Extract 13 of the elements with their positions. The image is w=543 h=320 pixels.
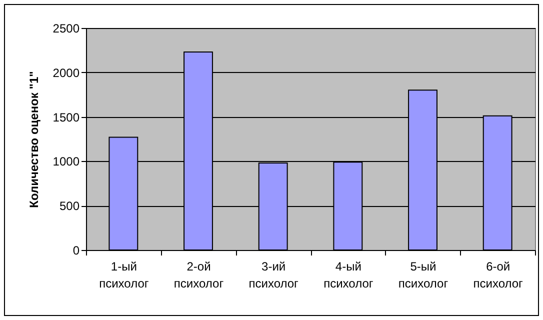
y-tick-label: 1500: [52, 110, 80, 124]
y-tick-label: 500: [59, 199, 80, 214]
x-tick-label: 5-ый психолог: [398, 260, 449, 290]
y-axis-title: Количество оценок "1": [26, 71, 41, 208]
y-tick-label: 0: [72, 244, 80, 258]
y-tick-label: 2000: [52, 66, 80, 80]
x-tick-label: 1-ый психолог: [99, 260, 150, 290]
x-tick-label: 3-ий психолог: [248, 260, 300, 290]
y-tick-label: 2500: [52, 22, 80, 36]
x-tick-label: 6-ой психолог: [473, 260, 524, 290]
x-tick-label: 4-ый психолог: [324, 260, 374, 290]
x-tick-label: 2-ой психолог: [174, 260, 224, 290]
y-tick-label: 1000: [52, 154, 80, 169]
